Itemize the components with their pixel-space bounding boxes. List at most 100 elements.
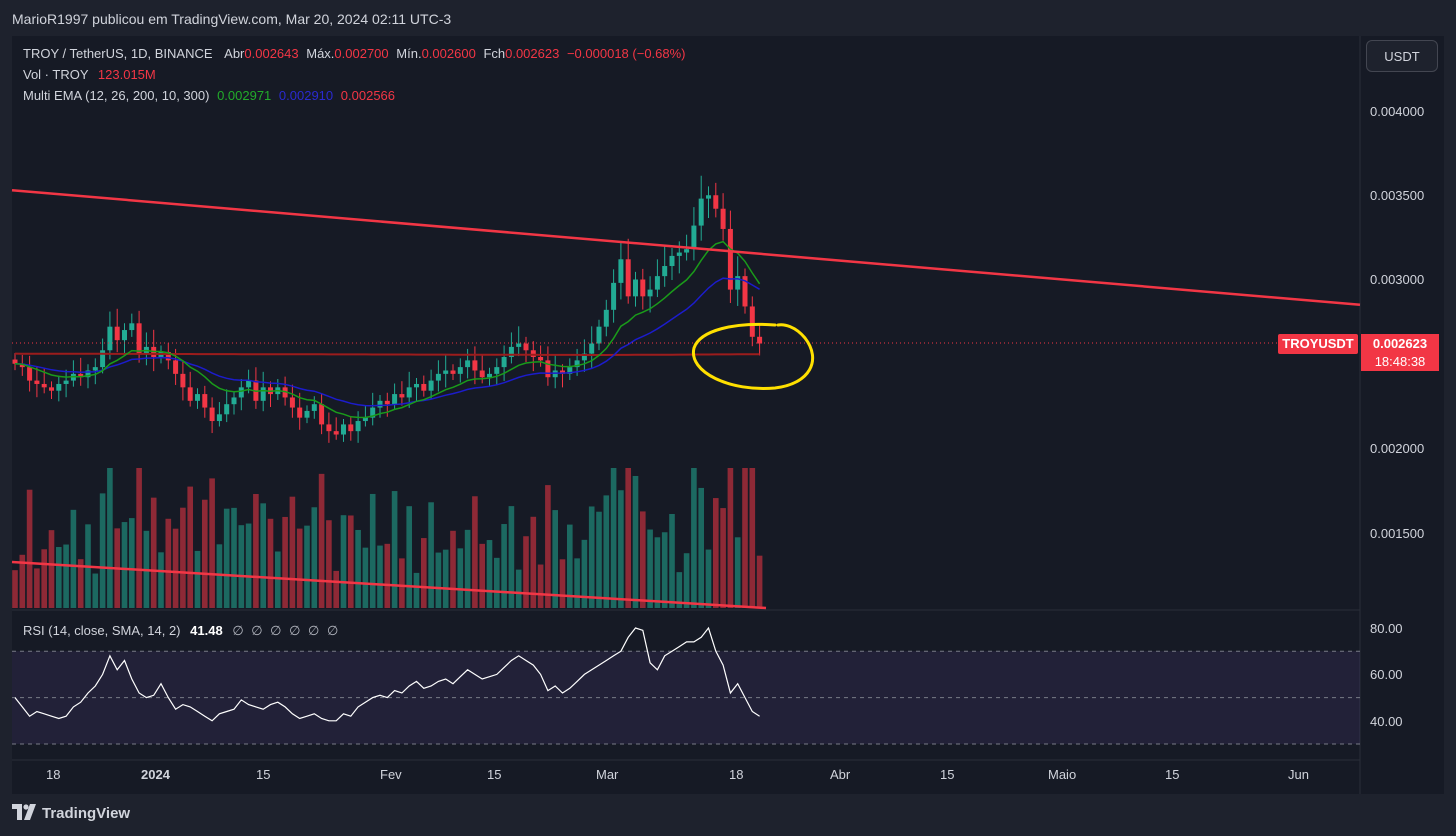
candle-body — [596, 326, 602, 344]
ema-fast-value: 0.002971 — [217, 88, 272, 103]
volume-bar — [275, 551, 281, 608]
candle-body — [567, 367, 573, 374]
rsi-tick-label: 40.00 — [1370, 714, 1403, 729]
volume-bar — [289, 496, 296, 608]
volume-bar — [194, 550, 201, 608]
volume-bar — [545, 485, 551, 608]
candle-body — [611, 282, 617, 310]
volume-bar — [399, 558, 405, 608]
ema-slow-value: 0.002566 — [340, 88, 396, 103]
volume-bar — [326, 520, 332, 608]
candle-body — [231, 397, 237, 405]
volume-bar — [705, 549, 712, 608]
x-tick-label: Fev — [380, 767, 402, 782]
volume-bar — [92, 573, 99, 608]
candle-body — [633, 279, 638, 297]
x-tick-label: 18 — [46, 767, 61, 782]
candle-body — [487, 373, 492, 378]
candle-body — [122, 330, 127, 341]
rsi-legend: RSI (14, close, SMA, 14, 2) 41.48 ∅ ∅ ∅ … — [23, 623, 340, 639]
volume-bar — [187, 486, 193, 608]
volume-bar — [574, 558, 580, 608]
x-tick-label: 15 — [940, 767, 955, 782]
candle-body — [34, 380, 40, 384]
candle-body — [581, 353, 587, 361]
high-value: 0.002700 — [334, 46, 389, 61]
rsi-label: RSI (14, close, SMA, 14, 2) — [23, 623, 181, 638]
volume-label: Vol · TROY — [23, 67, 89, 82]
candle-body — [370, 407, 376, 418]
volume-bar — [384, 543, 391, 608]
volume-legend: Vol · TROY 123.015M — [23, 67, 156, 82]
candle-body — [392, 394, 398, 405]
candle-body — [574, 360, 580, 368]
volume-bar — [464, 529, 471, 608]
volume-bar — [369, 493, 376, 608]
y-tick-label: 0.004000 — [1370, 104, 1425, 119]
candle-body — [49, 387, 54, 391]
volume-bar — [472, 496, 478, 608]
symbol-name: TROY / TetherUS, 1D, BINANCE — [23, 46, 213, 61]
rsi-value: 41.48 — [190, 623, 223, 638]
candle-body — [647, 289, 653, 297]
volume-bar — [129, 518, 135, 608]
volume-bar — [442, 549, 449, 608]
volume-bar — [150, 497, 157, 608]
candle-body — [100, 350, 106, 368]
candle-body — [114, 326, 120, 341]
candle-body — [421, 383, 427, 391]
volume-bar — [552, 510, 558, 608]
y-tick-label: 0.001500 — [1370, 526, 1425, 541]
candle-body — [136, 323, 142, 354]
candle-body — [319, 404, 325, 425]
volume-value: 123.015M — [97, 67, 156, 82]
chart-area[interactable] — [12, 36, 1444, 794]
close-value: 0.002623 — [505, 46, 560, 61]
volume-bar — [238, 525, 245, 608]
volume-bar — [245, 523, 252, 608]
candle-body — [662, 266, 668, 277]
annotation-circle — [692, 322, 815, 391]
candle-body — [494, 367, 500, 374]
x-tick-label: Abr — [830, 767, 851, 782]
candle-body — [501, 357, 507, 368]
volume-bar — [136, 468, 142, 608]
volume-bar — [282, 516, 288, 608]
candle-body — [450, 370, 456, 374]
open-label: Abr — [224, 46, 245, 61]
rsi-tick-label: 60.00 — [1370, 667, 1403, 682]
volume-bar — [515, 569, 522, 608]
candle-body — [618, 259, 624, 283]
candle-body — [552, 370, 558, 378]
x-tick-label: 2024 — [141, 767, 170, 782]
x-tick-label: 15 — [256, 767, 271, 782]
candle-body — [603, 309, 609, 327]
volume-bar — [48, 530, 55, 608]
volume-bar — [12, 570, 18, 608]
volume-bar — [596, 511, 602, 608]
ema-fast-line — [14, 240, 761, 419]
candle-body — [92, 367, 98, 371]
volume-bar — [691, 468, 697, 608]
rsi-line — [14, 626, 760, 722]
volume-bar — [640, 511, 646, 608]
volume-bar — [588, 506, 595, 608]
candle-body — [684, 249, 690, 253]
volume-bar — [180, 507, 186, 608]
volume-bar — [450, 530, 456, 608]
change-value: −0.000018 (−0.68%) — [566, 46, 686, 61]
volume-bar — [581, 539, 588, 608]
ema-legend: Multi EMA (12, 26, 200, 10, 300) 0.00297… — [23, 88, 395, 103]
volume-bar — [99, 493, 106, 608]
candle-body — [326, 424, 332, 432]
volume-bar — [34, 568, 40, 608]
candle-body — [216, 414, 222, 422]
candle-body — [472, 360, 478, 371]
currency-button[interactable]: USDT — [1366, 40, 1438, 72]
candle-body — [414, 383, 419, 388]
volume-bar — [19, 554, 26, 608]
tradingview-brand[interactable]: TradingView — [12, 804, 130, 824]
tradingview-logo-icon — [12, 804, 38, 824]
volume-bar — [698, 487, 704, 608]
